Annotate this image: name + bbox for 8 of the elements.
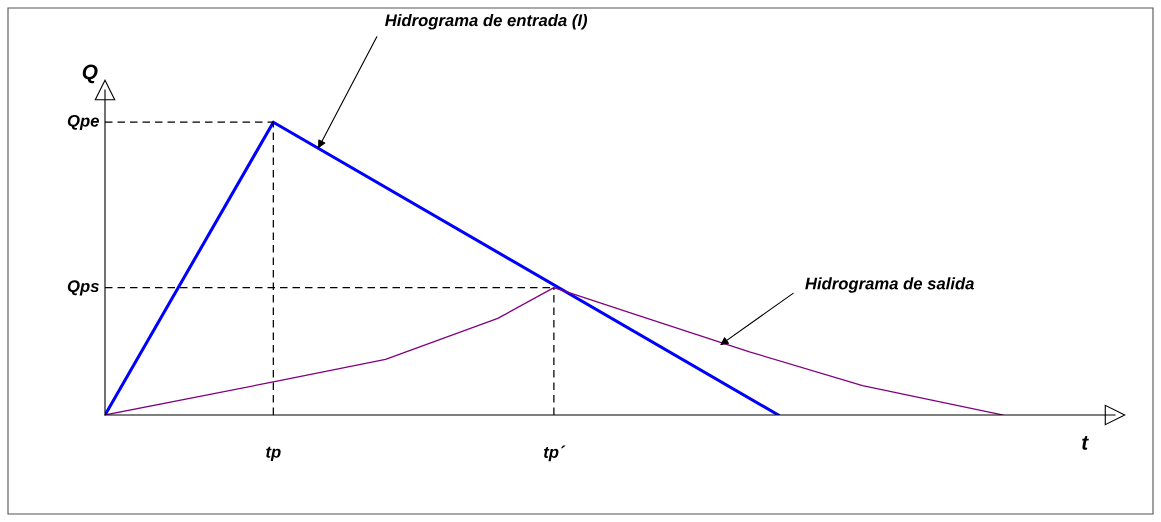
annotation: Hidrograma de salida: [805, 277, 974, 293]
x-tick-label: tp´: [543, 445, 566, 462]
text: Hidrograma de entrada (I): [385, 13, 588, 30]
y-axis-title: Q: [82, 64, 98, 84]
x-axis-title: t: [1082, 436, 1089, 450]
legend-label: Qpe: [67, 114, 99, 130]
series-label: Qps: [67, 280, 99, 296]
x-tick-label: tp: [266, 446, 281, 462]
